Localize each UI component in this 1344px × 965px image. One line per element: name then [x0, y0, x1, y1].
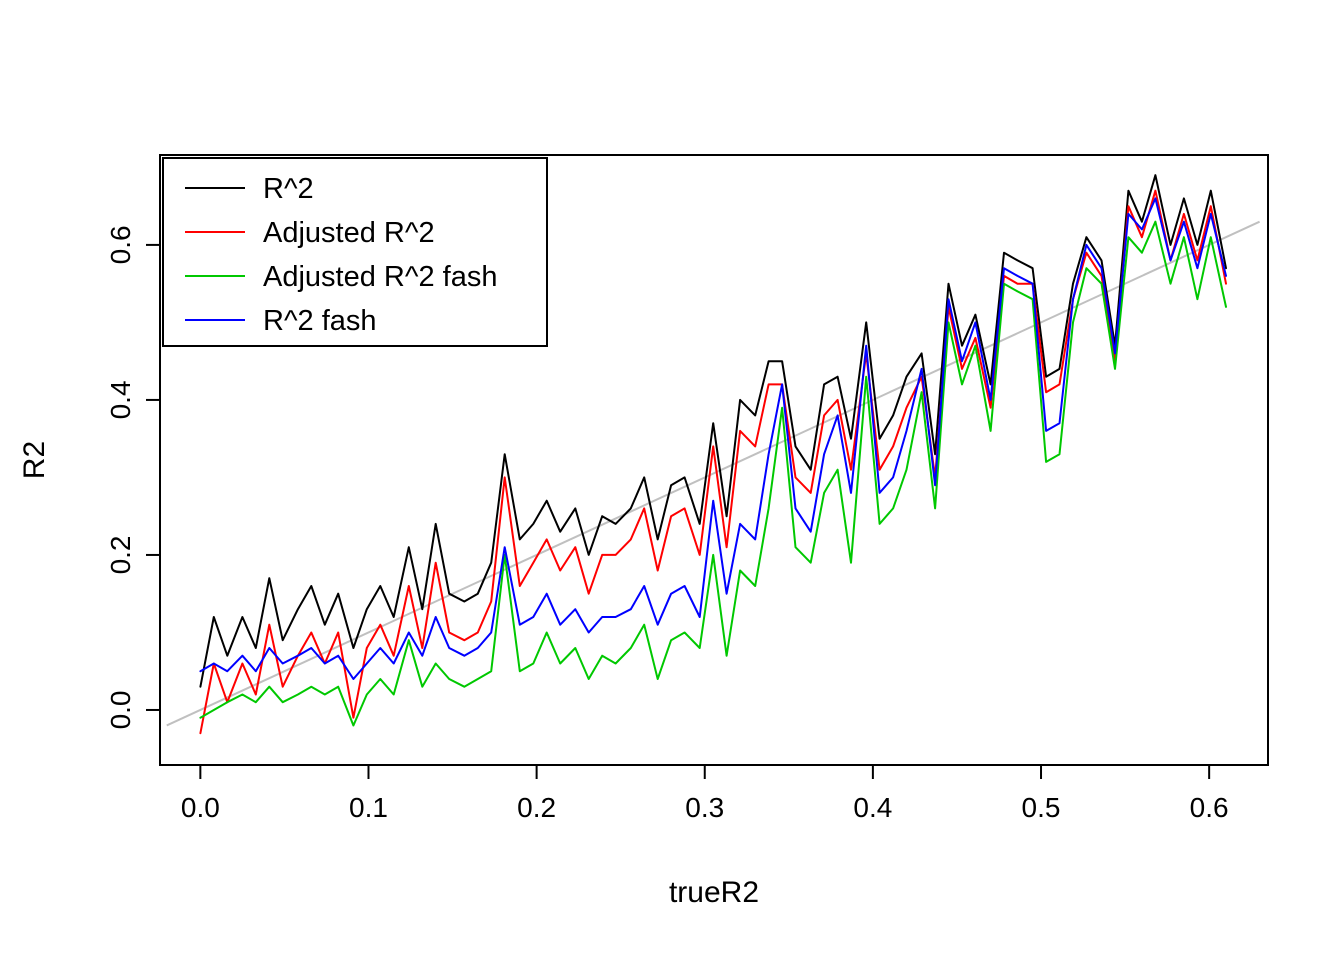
- y-tick-label: 0.6: [105, 225, 136, 264]
- x-tick-label: 0.4: [853, 792, 892, 823]
- x-tick-label: 0.1: [349, 792, 388, 823]
- legend-label-2: Adjusted R^2 fash: [263, 261, 497, 293]
- legend-label-0: R^2: [263, 173, 314, 205]
- y-axis-title: R2: [18, 441, 51, 479]
- y-tick-label: 0.4: [105, 380, 136, 419]
- legend-label-3: R^2 fash: [263, 305, 377, 337]
- series-line-1: [199, 189, 1227, 735]
- y-tick-label: 0.0: [105, 690, 136, 729]
- x-tick-label: 0.5: [1022, 792, 1061, 823]
- legend-box: [162, 157, 548, 347]
- series-line-0: [199, 174, 1227, 688]
- series-line-2: [199, 220, 1227, 727]
- x-tick-label: 0.3: [685, 792, 724, 823]
- x-tick-label: 0.0: [181, 792, 220, 823]
- legend-label-1: Adjusted R^2: [263, 217, 435, 249]
- x-axis-title: trueR2: [669, 876, 759, 909]
- series-line-3: [199, 197, 1227, 680]
- x-tick-label: 0.6: [1190, 792, 1229, 823]
- plot-box: [159, 154, 1269, 766]
- x-tick-label: 0.2: [517, 792, 556, 823]
- y-tick-label: 0.2: [105, 535, 136, 574]
